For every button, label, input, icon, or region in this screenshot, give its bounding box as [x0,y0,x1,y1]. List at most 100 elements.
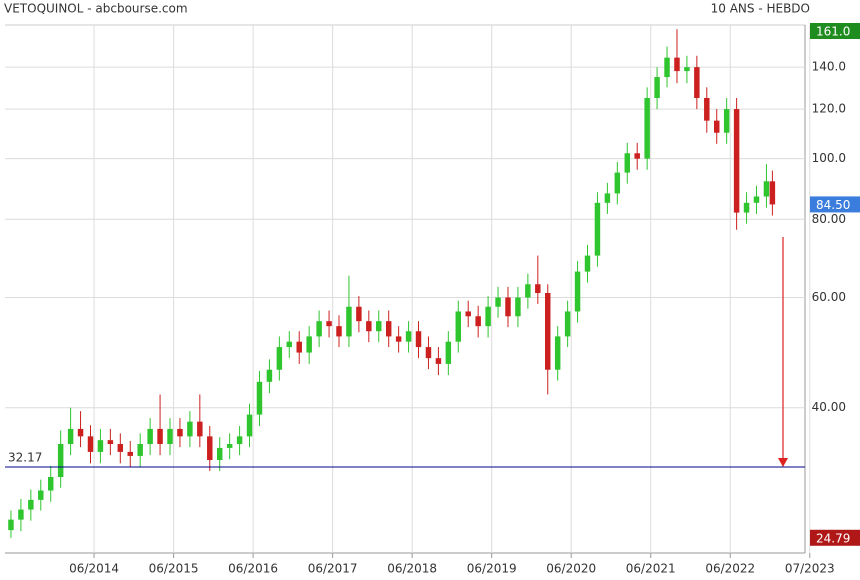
candle-body [395,336,402,342]
candle-body [266,369,273,382]
x-tick-label: 06/2021 [626,562,676,576]
candle-body [435,358,442,364]
candle-body [57,444,64,478]
x-tick-label: 07/2023 [785,562,835,576]
candle-body [535,284,541,294]
candle-body [187,421,193,437]
candle-body [545,293,551,370]
price-tag-label: 24.79 [816,531,850,545]
price-tag [810,529,860,546]
x-tick-label: 06/2017 [308,562,358,576]
x-tick-label: 06/2018 [387,562,437,576]
price-tag [810,23,860,39]
candles [8,29,776,538]
candle-body [67,428,74,445]
candle-body [723,109,730,133]
candle-body [296,341,302,353]
candle-body [286,341,293,348]
candle-body [763,181,770,197]
candle-body [694,67,700,98]
candle-body [107,440,114,445]
arrow-head [778,458,788,467]
candle-body [515,297,521,317]
candle-body [356,306,362,322]
candle-body [38,490,44,500]
candle-body [236,436,243,445]
candle-body [167,428,173,445]
candle-body [276,347,283,370]
support-label: 32.17 [8,450,42,464]
candle-body [525,284,531,298]
candle-body [28,499,34,510]
candle-body [117,444,124,452]
candle-body [87,436,94,452]
grid [5,25,811,553]
y-tick-label: 40.00 [812,400,846,414]
candle-body [733,109,740,213]
y-tick-label: 100.0 [812,151,846,165]
candle-body [674,57,680,72]
y-tick-label: 60.00 [812,290,846,304]
x-tick-label: 06/2014 [69,562,119,576]
candle-body [216,447,223,461]
price-tag-label: 84.50 [816,198,850,212]
candle-body [664,57,670,78]
candle-body [554,336,561,370]
candle-body [584,255,591,272]
x-tick-label: 06/2020 [546,562,596,576]
candle-body [684,67,690,72]
candle-body [326,321,332,327]
candle-body [485,306,491,327]
candle-body [415,331,422,348]
candle-body [336,326,342,337]
candle-body [226,444,233,448]
x-tick-label: 06/2016 [228,562,278,576]
x-tick-label: 06/2015 [149,562,199,576]
candle-body [713,120,720,133]
candle-body [157,428,163,445]
candle-body [77,428,84,437]
candle-body [495,297,501,307]
candle-body [366,321,372,332]
chart-subtitle: 10 ANS - HEBDO [711,2,810,16]
price-tag-label: 161.0 [816,25,850,39]
candle-body [614,172,621,194]
candle-body [207,436,213,461]
candle-body [246,414,253,437]
candle-body [564,311,571,337]
candle-body [445,341,452,364]
candle-body [624,153,630,173]
candle-body [644,97,650,159]
candle-body [127,451,133,456]
x-tick-label: 06/2019 [467,562,517,576]
candle-body [47,477,54,491]
candle-body [256,381,263,415]
candle-body [594,202,601,256]
candle-body [177,428,183,437]
candle-body [455,311,462,342]
candle-body [8,519,14,531]
candle-body [753,196,760,203]
candle-body [634,153,640,159]
candle-body [376,321,382,332]
candle-body [97,440,104,452]
y-tick-label: 140.0 [812,60,846,74]
candle-body [704,97,710,121]
candle-body [465,311,471,317]
candle-body [346,306,352,337]
y-tick-label: 120.0 [812,102,846,116]
y-tick-label: 80.00 [812,212,846,226]
candle-body [743,202,750,213]
candle-body [306,336,312,353]
x-tick-label: 06/2022 [705,562,755,576]
candle-body [137,444,143,456]
candle-body [654,77,660,98]
candle-body [574,271,581,312]
candle-body [425,347,432,359]
candle-body [769,181,776,205]
candle-body [197,421,203,437]
candle-body [18,509,24,520]
